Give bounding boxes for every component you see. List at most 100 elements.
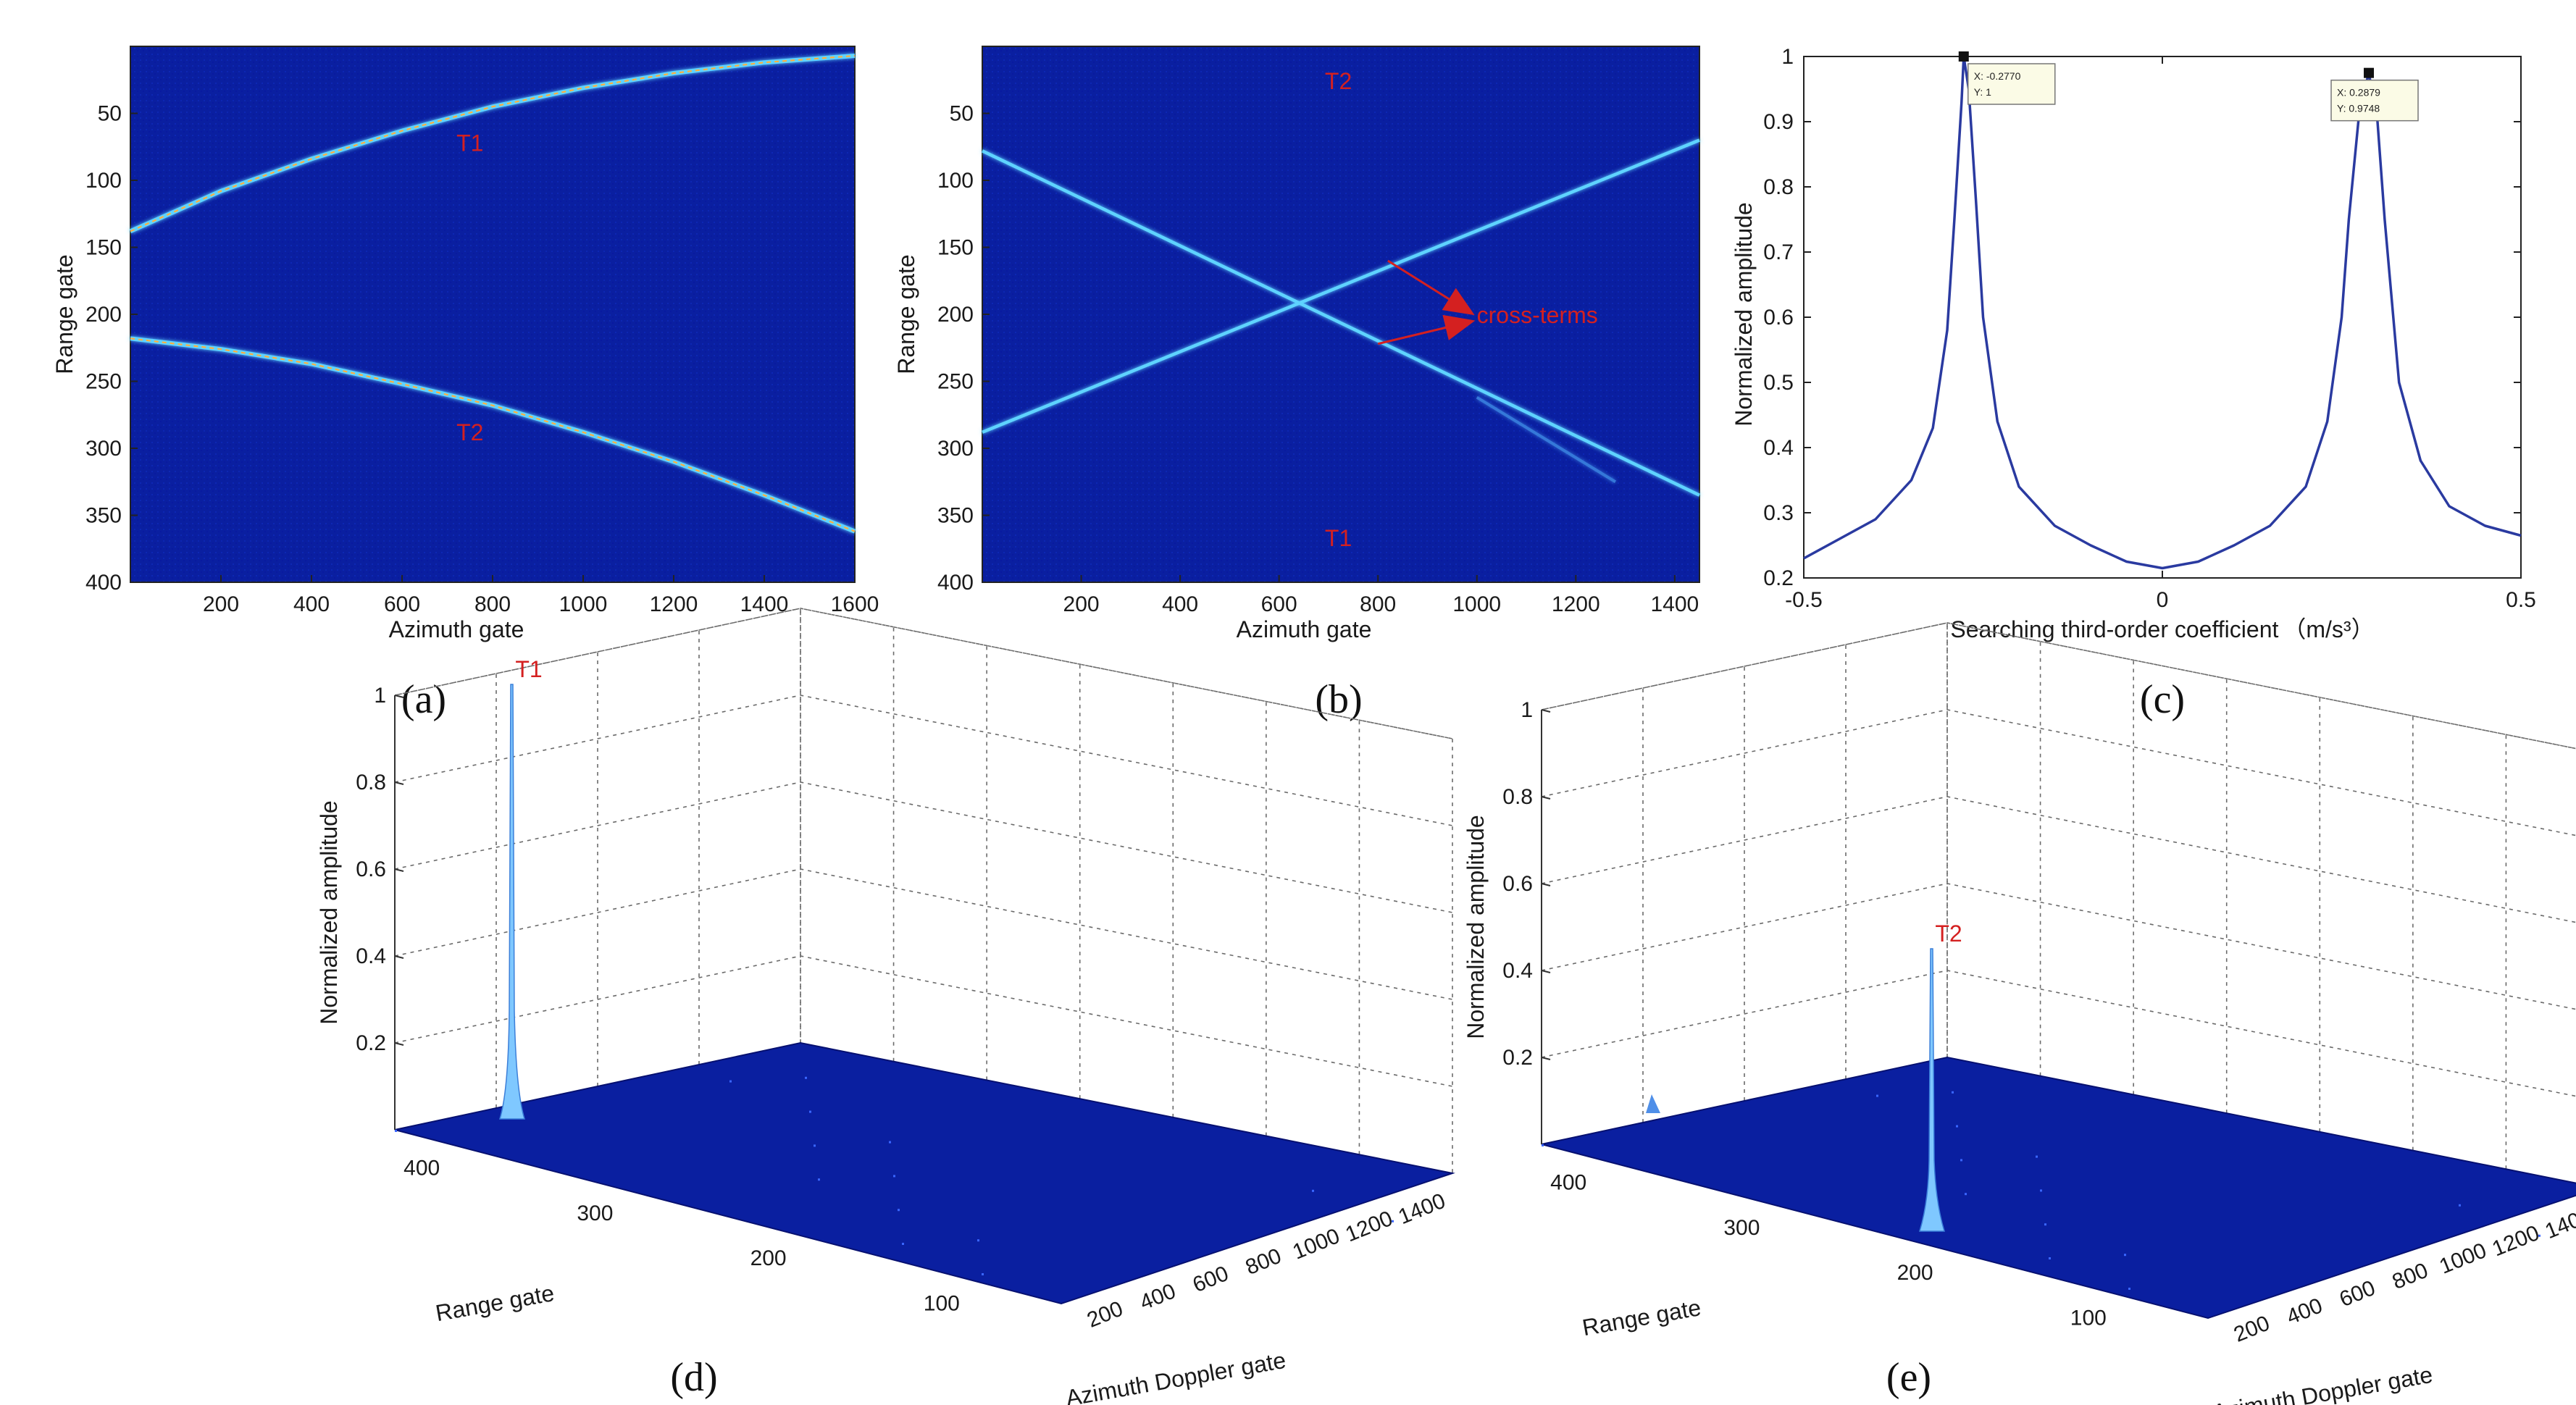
panel-d-peak-label-T1: T1 (515, 656, 542, 682)
panel-c-xtick-label: 0.5 (2506, 588, 2536, 612)
panel-d-ylabel: Range gate (433, 1280, 556, 1326)
line-ghost (1476, 395, 1616, 483)
panel-c-ticks: -0.5 0 0.5 0.2 0.3 0.4 0.5 0.6 0.7 0.8 0.9 1 (1763, 45, 2536, 612)
panel-e-xtick-label: 1400 (2542, 1204, 2576, 1244)
panel-d-xtick-label: 200 (1084, 1297, 1126, 1333)
panel-d-ztick-mark (394, 868, 404, 872)
panel-e-xlabel: Azimuth Doppler gate (2210, 1362, 2434, 1405)
data-cursor-box (1967, 63, 2056, 105)
data-cursor-box (2330, 79, 2419, 122)
panel-a-xtick-label: 400 (293, 592, 330, 616)
panel-e-xtick-label: 400 (2283, 1293, 2326, 1329)
panel-c: X: -0.2770 Y: 1 X: 0.2879 Y: 0.9748 -0.5 0 0.… (1731, 45, 2536, 722)
panel-a-xtick-label: 200 (203, 592, 239, 616)
panel-d-surface-speckle (1312, 1189, 1314, 1192)
panel-e-xtick-label: 1000 (2436, 1238, 2490, 1279)
panel-d-ztick-mark (394, 695, 404, 698)
panel-label-d: (d) (670, 1355, 717, 1400)
panel-d-ytick-label: 100 (924, 1292, 960, 1316)
panel-d-back-wall (800, 608, 1453, 1173)
panel-b-ytick-label: 50 (950, 102, 974, 126)
panel-b-xtick-label: 600 (1261, 592, 1297, 616)
panel-b-ticks: 200 400 600 800 1000 1200 1400 50 100 150 200 250 30… (937, 102, 1699, 617)
panel-c-ytick-label: 0.9 (1763, 110, 1794, 134)
panel-b-xtick-label: 1200 (1552, 592, 1600, 616)
data-cursor-x: X: 0.2879 (2337, 87, 2380, 98)
panel-b-lines: T2 T1 cross-terms (982, 60, 1700, 564)
panel-e-ytick-label: 200 (1897, 1261, 1933, 1285)
panel-e-ztick-mark (1541, 970, 1551, 973)
panel-d-wall-gridline (394, 695, 1453, 826)
panel-e-surface-speckle (2124, 1254, 2126, 1257)
panel-e-surface-speckle (2040, 1189, 2042, 1192)
panel-b-ytick-label: 200 (937, 303, 974, 327)
panel-e-surface-speckle (2538, 1234, 2541, 1237)
panel-d-ytick-label: 300 (577, 1201, 613, 1225)
panel-c-xtick-label: 0 (2157, 588, 2169, 612)
panel-d-xtick-label: 600 (1189, 1262, 1232, 1297)
panel-c-ytick-label: 0.6 (1763, 306, 1794, 330)
panel-e-xtick-label: 1200 (2489, 1221, 2543, 1262)
panel-c-ytick-label: 0.3 (1763, 501, 1794, 525)
panel-c-xlabel-text: Searching third-order coefficient (1950, 616, 2278, 642)
panel-d-wall-gridline (394, 608, 1453, 739)
panel-d-ztick-label: 0.4 (356, 944, 386, 968)
data-cursor-x: X: -0.2770 (1974, 70, 2021, 82)
panel-d-surface-speckle (889, 1141, 891, 1144)
panel-a-xlabel: Azimuth gate (389, 616, 524, 642)
track-T2 (130, 337, 856, 532)
panel-c-plot-area (1803, 56, 2522, 579)
panel-label-e: (e) (1886, 1355, 1931, 1400)
line-label-T1: T1 (1325, 525, 1352, 551)
panel-e-ztick-label: 0.2 (1502, 1046, 1533, 1070)
panel-a-ytick-label: 50 (98, 102, 122, 126)
panel-d-ztick-label: 0.6 (356, 857, 386, 881)
panel-e-ztick-label: 0.6 (1502, 872, 1533, 896)
panel-b-ytick-label: 300 (937, 437, 974, 461)
panel-e-surface-speckle (1960, 1159, 1962, 1162)
panel-e-ztick-mark (1541, 883, 1551, 886)
panel-a-xtick-label: 1000 (559, 592, 608, 616)
panel-b-ytick-label: 250 (937, 370, 974, 394)
panel-d-surface-speckle (902, 1243, 904, 1245)
panel-b-ytick-label: 350 (937, 504, 974, 528)
line-cross-b (982, 138, 1700, 434)
cross-terms-arrow (1377, 314, 1476, 345)
panel-e-wall-gridline (1541, 796, 2576, 923)
panel-e-surface-speckle (1876, 1094, 1878, 1097)
panel-b-xtick-label: 400 (1162, 592, 1198, 616)
panel-e-wall-gridline (1541, 883, 2576, 1010)
panel-e-ztick-label: 0.4 (1502, 959, 1533, 983)
panel-d-wall-gridline (394, 781, 1453, 913)
panel-b-ylabel: Range gate (893, 254, 919, 374)
panel-e-surface-speckle (2049, 1257, 2051, 1259)
panel-d-xtick-label: 1400 (1395, 1189, 1449, 1230)
panel-d-peak-T1 (498, 684, 526, 1120)
panel-e-minor-bump (1646, 1094, 1660, 1113)
panel-a-xtick-label: 1200 (650, 592, 698, 616)
panel-e-surface-speckle (2128, 1288, 2130, 1290)
panel-b-xlabel: Azimuth gate (1237, 616, 1372, 642)
panel-c-xlabel: Searching third-order coefficient （m/s³） (1950, 616, 2374, 642)
panel-e-ytick-label: 400 (1550, 1170, 1586, 1194)
panel-e-surface-speckle (2459, 1204, 2461, 1207)
panel-c-ylabel: Normalized amplitude (1731, 202, 1757, 426)
panel-e-surface-speckle (2036, 1155, 2038, 1158)
panel-e-xtick-label: 600 (2336, 1276, 2379, 1312)
panel-d-surface-speckle (818, 1178, 820, 1181)
panel-a-tracks: T1 T2 (129, 54, 856, 534)
panel-e-ytick-label: 300 (1723, 1216, 1760, 1240)
panel-b-xtick-label: 800 (1360, 592, 1396, 616)
panel-a-plot-area (130, 46, 856, 583)
panel-d-xtick-label: 1200 (1342, 1207, 1396, 1247)
cross-terms-arrow (1387, 259, 1475, 316)
panel-a-ytick-label: 250 (85, 370, 122, 394)
panel-c-ytick-label: 0.4 (1763, 436, 1794, 460)
panel-a-xtick-label: 1600 (831, 592, 879, 616)
panel-d-ytick-label: 400 (403, 1156, 440, 1180)
data-cursor-marker (2364, 67, 2375, 78)
panel-d-surface-speckle (977, 1239, 979, 1242)
panel-a-ytick-label: 150 (85, 236, 122, 260)
